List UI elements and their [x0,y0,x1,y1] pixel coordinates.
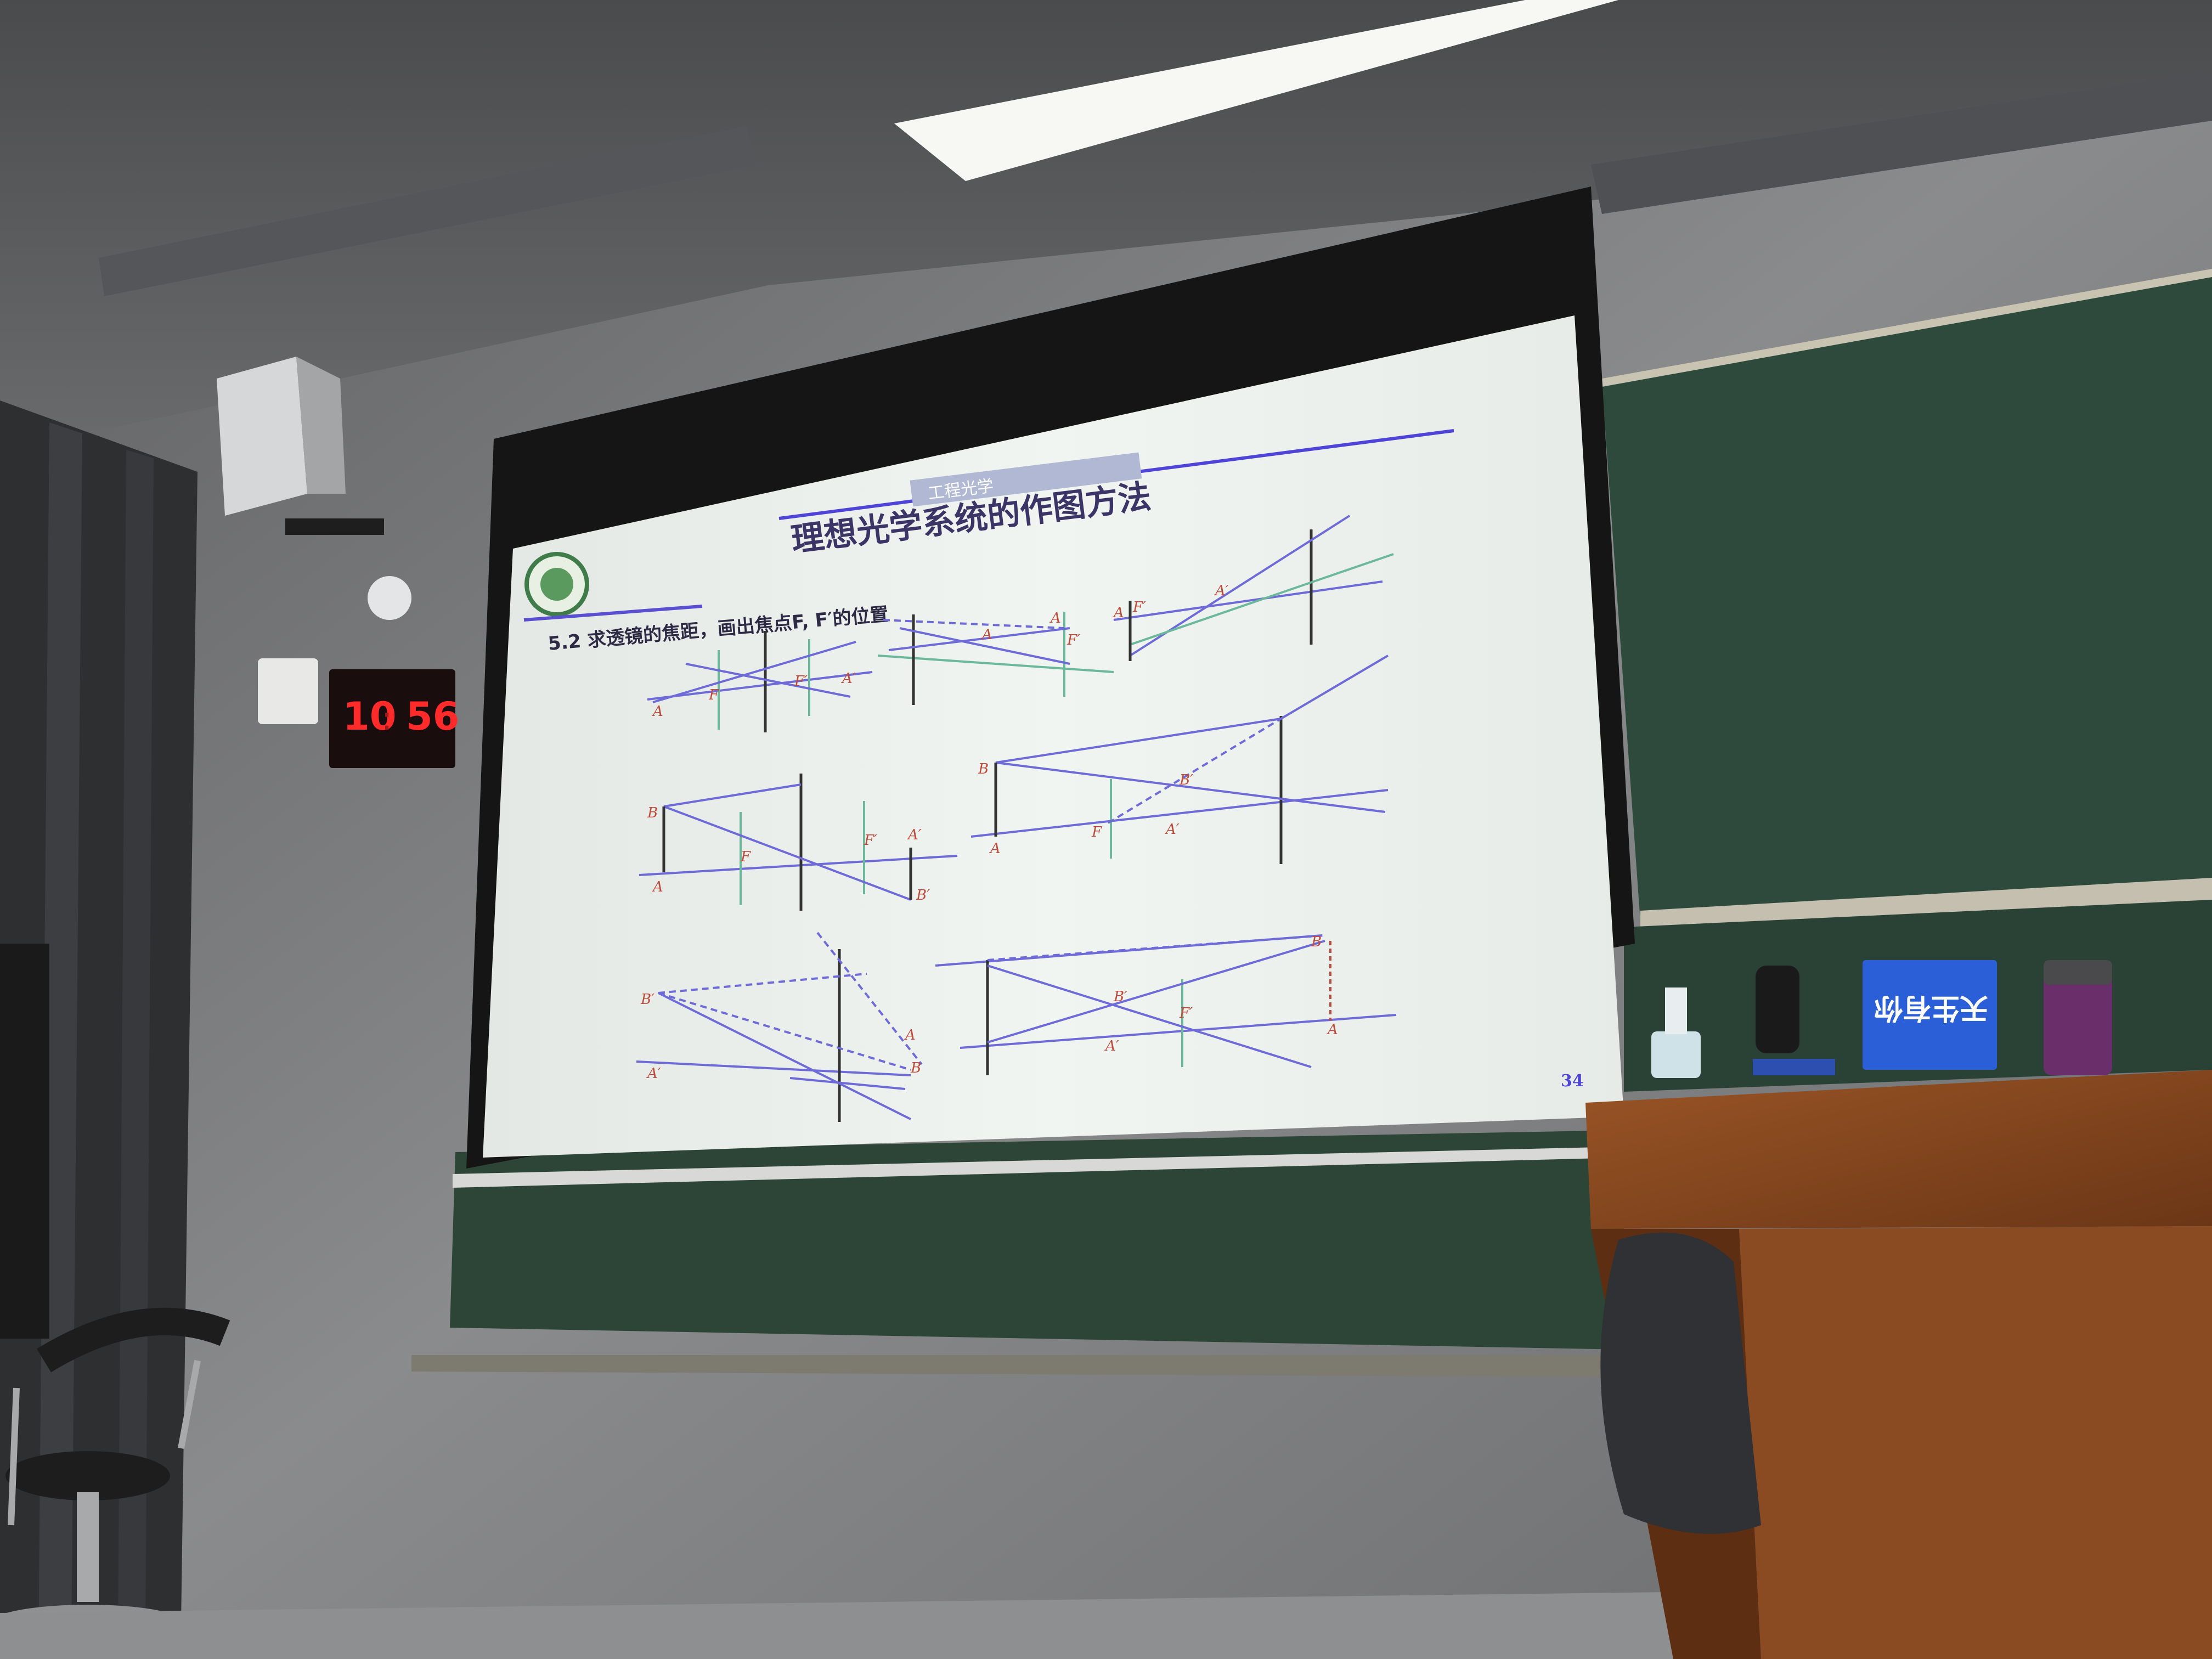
diagram-5 [970,654,1389,864]
chalkboard-lower [450,1130,1624,1350]
diagram-7 [935,934,1397,1075]
blue-box-text: 天生有你 [1874,991,1988,1024]
camera [368,576,411,620]
diagram-4-label-fp: F′ [864,832,877,849]
slide-underline [523,605,703,622]
blue-box [1863,960,1997,1070]
podium-front [1739,1226,2212,1659]
left-monitor [0,944,49,1339]
diagram-3-label-fp: F′ [1132,599,1146,616]
diagram-5-label-f: F [1091,824,1102,840]
diagram-4-label-ap: A′ [907,827,922,843]
diagram-4 [639,774,958,911]
ceiling-beam-2 [1591,71,2212,214]
chair-pole [77,1492,99,1602]
diagram-5-label-b: B [978,761,989,777]
diagram-7-label-fp: F′ [1179,1005,1193,1022]
diagram-2-label-a2: A [1049,610,1061,627]
diagram-6-label-a: A [904,1027,916,1043]
chair-frame [8,1359,201,1526]
diagram-1 [647,631,873,732]
chair-back [36,1307,230,1373]
diagram-3-label-a: A [1113,605,1124,621]
ceiling [0,0,2212,450]
spray-bottle [1651,1031,1701,1078]
diagram-1-label-a: A [652,703,663,720]
diagram-7-label-bp: B′ [1113,989,1127,1005]
screen-surface [483,315,1624,1158]
clock-hours: 10 [343,694,396,739]
speaker-mount [285,518,384,535]
thermos-lid [2044,960,2112,985]
board-rail [411,1355,1618,1377]
slide-header-tab [910,452,1142,507]
chair-seat [5,1451,170,1500]
diagram-1-label-ap: A′ [841,670,856,687]
curtain-fold-2 [118,450,154,1640]
desk-tray [1753,1059,1835,1075]
diagram-1-label-fp: F′ [794,673,808,690]
diagram-6 [636,932,923,1122]
diagram-6-label-b: B [910,1060,921,1076]
diagram-1-label-f: F [708,687,719,703]
floor [0,1591,1756,1659]
diagram-7-label-a: A [1327,1022,1338,1038]
thermostat [258,658,318,724]
diagram-3 [1113,515,1394,661]
diagram-5-label-ap: A′ [1165,821,1180,838]
diagram-7-label-ap: A′ [1104,1038,1119,1054]
diagram-4-label-bp: B′ [916,887,930,904]
chalkboard-ledge [1640,878,2212,933]
diagram-5-label-a: A [989,840,1001,857]
ceiling-beam [99,126,757,296]
podium-top [1585,1070,2212,1229]
diagram-7-label-b: B [1311,934,1322,950]
diagram-2-label-a: A [981,627,992,643]
wall-clock [329,669,455,768]
chalkboard-right [1602,274,2212,922]
diagram-6-label-ap: A′ [646,1065,661,1082]
diagram-2 [877,612,1114,705]
diagram-3-label-ap: A′ [1214,583,1229,599]
diagram-4-label-b: B [647,805,658,821]
spray-cap [1665,988,1687,1034]
ceiling-light [894,0,1618,181]
diagram-5-label-bp: B′ [1179,772,1193,788]
slide-page-number: 34 [1561,1071,1584,1091]
webcam-stand [1756,966,1799,1053]
thermos [2044,960,2112,1075]
screen-bottom-bar [453,1147,1624,1188]
clock-minutes: 56 [406,694,459,739]
diagram-4-label-f: F [740,849,751,865]
chalkboard-frame [1602,269,2212,387]
diagram-6-label-bp: B′ [640,991,654,1008]
clock-separator: : [381,699,392,738]
logo-inner [540,568,573,601]
wall-speaker [217,357,307,516]
jacket [1600,1232,1761,1534]
speaker-side [296,357,346,494]
diagram-2-label-fp: F′ [1066,632,1080,648]
diagram-4-label-a: A [652,879,663,895]
